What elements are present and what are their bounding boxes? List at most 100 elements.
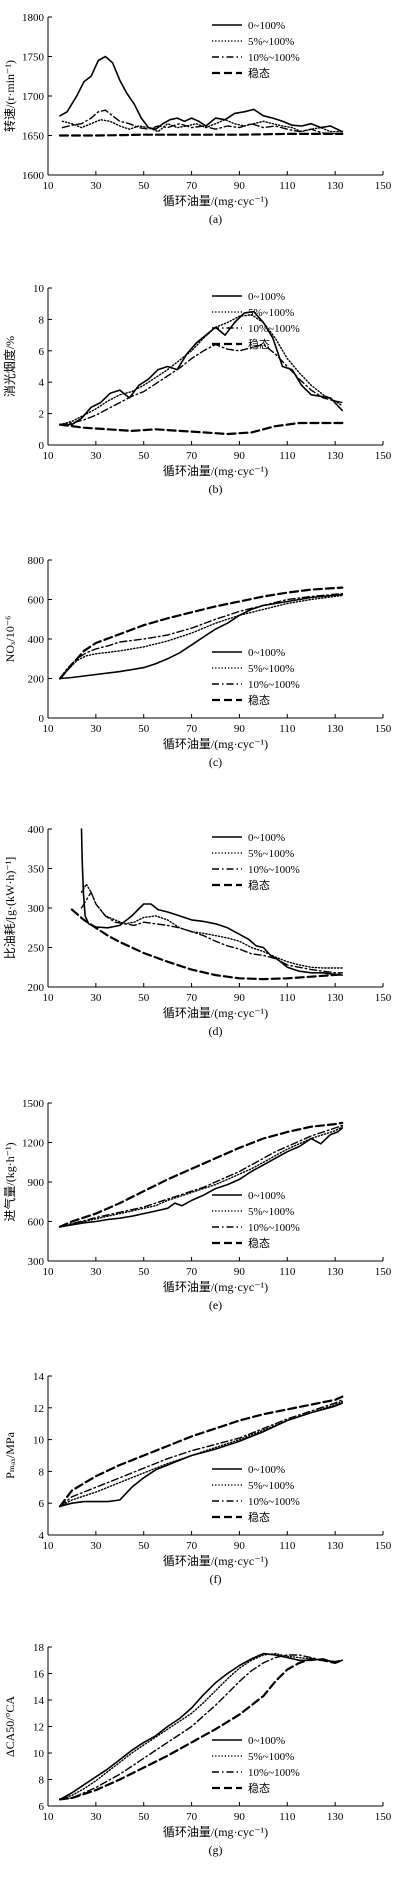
y-axis-label: Pₘₐₓ/MPa xyxy=(3,1431,17,1478)
series-line xyxy=(58,421,344,436)
legend: 0~100% 5%~100% 10%~100% 稳态 xyxy=(212,647,300,707)
series-line xyxy=(59,1400,343,1508)
y-tick-label: 250 xyxy=(28,943,45,955)
y-tick-label: 16 xyxy=(33,1669,45,1681)
x-tick-label: 90 xyxy=(234,1540,246,1552)
y-tick-label: 14 xyxy=(33,1371,45,1383)
legend-entry: 稳态 xyxy=(248,878,270,892)
series-line xyxy=(59,1399,343,1508)
y-tick-label: 4 xyxy=(39,1530,45,1542)
y-tick-label: 1600 xyxy=(22,170,45,182)
y-tick-label: 900 xyxy=(28,1177,45,1189)
legend-entry: 稳态 xyxy=(248,1236,270,1250)
series-line xyxy=(59,592,343,680)
legend-entry: 5%~100% xyxy=(248,663,294,675)
y-tick-label: 600 xyxy=(28,1217,45,1229)
legend-entry: 0~100% xyxy=(248,291,285,303)
legend-entry: 10%~100% xyxy=(248,52,300,64)
series-line xyxy=(59,55,344,133)
x-tick-label: 50 xyxy=(138,1811,150,1823)
x-tick-label: 150 xyxy=(375,1811,392,1823)
series-line xyxy=(59,594,343,680)
y-tick-label: 300 xyxy=(28,1256,45,1268)
x-tick-label: 50 xyxy=(138,450,150,462)
y-tick-label: 350 xyxy=(28,864,45,876)
y-tick-label: 4 xyxy=(39,377,45,389)
chart-panel: 10 30 50 70 90 110 130 150 0 200 400 600 800 循环油量/(mg… xyxy=(3,555,392,769)
y-tick-label: 400 xyxy=(28,634,45,646)
series-line xyxy=(59,310,344,426)
x-tick-label: 90 xyxy=(234,992,246,1004)
series-line xyxy=(58,1121,344,1228)
x-tick-label: 130 xyxy=(327,180,344,192)
series-line xyxy=(59,1652,343,1801)
x-tick-label: 70 xyxy=(186,723,198,735)
chart-panel: 10 30 50 70 90 110 130 150 6 8 10 12 14 16 18 循环油量/(mg·… xyxy=(3,1642,392,1857)
y-tick-label: 12 xyxy=(33,1722,44,1734)
x-tick-label: 150 xyxy=(375,1266,392,1278)
series-line xyxy=(59,1125,343,1228)
chart-panel: 10 30 50 70 90 110 130 150 0 2 4 6 8 10 循环油量/(mg·cyc⁻¹… xyxy=(2,283,392,496)
y-tick-label: 400 xyxy=(28,824,45,836)
x-axis-label: 循环油量/(mg·cyc⁻¹) xyxy=(163,464,268,478)
y-tick-label: 1700 xyxy=(22,91,45,103)
panel-label: (e) xyxy=(209,1298,222,1312)
y-tick-label: 800 xyxy=(28,555,45,567)
x-tick-label: 70 xyxy=(186,1540,198,1552)
y-tick-label: 10 xyxy=(33,283,45,295)
x-tick-label: 30 xyxy=(90,1811,102,1823)
y-tick-label: 8 xyxy=(39,1466,45,1478)
x-tick-label: 10 xyxy=(43,180,55,192)
legend-entry: 0~100% xyxy=(248,647,285,659)
y-tick-label: 0 xyxy=(39,440,45,452)
legend: 0~100% 5%~100% 10%~100% 稳态 xyxy=(212,20,300,80)
legend-entry: 稳态 xyxy=(248,1510,270,1524)
x-tick-label: 150 xyxy=(375,1540,392,1552)
legend-entry: 0~100% xyxy=(248,20,285,32)
x-tick-label: 10 xyxy=(43,1266,55,1278)
x-tick-label: 150 xyxy=(375,450,392,462)
legend-entry: 5%~100% xyxy=(248,307,294,319)
x-tick-label: 70 xyxy=(186,450,198,462)
chart-panel: 10 30 50 70 90 110 130 150 200 250 300 350 400 循环油量/(… xyxy=(3,824,392,1038)
x-tick-label: 10 xyxy=(43,1811,55,1823)
legend-entry: 5%~100% xyxy=(248,1206,294,1218)
series-line xyxy=(59,593,344,680)
y-tick-label: 6 xyxy=(39,1801,45,1813)
series-line xyxy=(58,1395,344,1508)
x-tick-label: 30 xyxy=(90,1540,102,1552)
y-axis-label: 进气量/(kg·h⁻¹) xyxy=(2,1142,17,1221)
legend-entry: 10%~100% xyxy=(248,679,300,691)
x-axis-label: 循环油量/(mg·cyc⁻¹) xyxy=(163,1006,268,1020)
panel-label: (f) xyxy=(210,1572,222,1586)
legend: 0~100% 5%~100% 10%~100% 稳态 xyxy=(212,1464,300,1524)
series-line xyxy=(61,109,343,135)
y-axis-label: 比油耗/[g·(kW·h)⁻¹] xyxy=(3,857,17,960)
legend: 0~100% 5%~100% 10%~100% 稳态 xyxy=(212,1735,300,1795)
x-tick-label: 70 xyxy=(186,1266,198,1278)
x-tick-label: 130 xyxy=(327,723,344,735)
x-tick-label: 10 xyxy=(43,450,55,462)
x-tick-label: 50 xyxy=(138,992,150,1004)
y-tick-label: 6 xyxy=(39,1498,45,1510)
y-tick-label: 8 xyxy=(39,1775,45,1787)
y-tick-label: 200 xyxy=(28,674,45,686)
panel-label: (a) xyxy=(209,212,222,226)
x-tick-label: 50 xyxy=(138,1540,150,1552)
x-tick-label: 90 xyxy=(234,1266,246,1278)
y-tick-label: 14 xyxy=(33,1695,45,1707)
legend-entry: 10%~100% xyxy=(248,1222,300,1234)
x-tick-label: 90 xyxy=(234,180,246,192)
x-tick-label: 150 xyxy=(375,723,392,735)
y-tick-label: 8 xyxy=(39,314,45,326)
legend-entry: 5%~100% xyxy=(248,1480,294,1492)
series-line xyxy=(59,1127,344,1228)
legend-entry: 10%~100% xyxy=(248,323,300,335)
y-tick-label: 10 xyxy=(33,1435,45,1447)
y-tick-label: 1500 xyxy=(22,1098,45,1110)
x-tick-label: 110 xyxy=(279,723,296,735)
legend: 0~100% 5%~100% 10%~100% 稳态 xyxy=(212,1190,300,1250)
legend-entry: 稳态 xyxy=(248,1781,270,1795)
panel-label: (c) xyxy=(209,755,222,769)
y-tick-label: 1200 xyxy=(22,1138,45,1150)
